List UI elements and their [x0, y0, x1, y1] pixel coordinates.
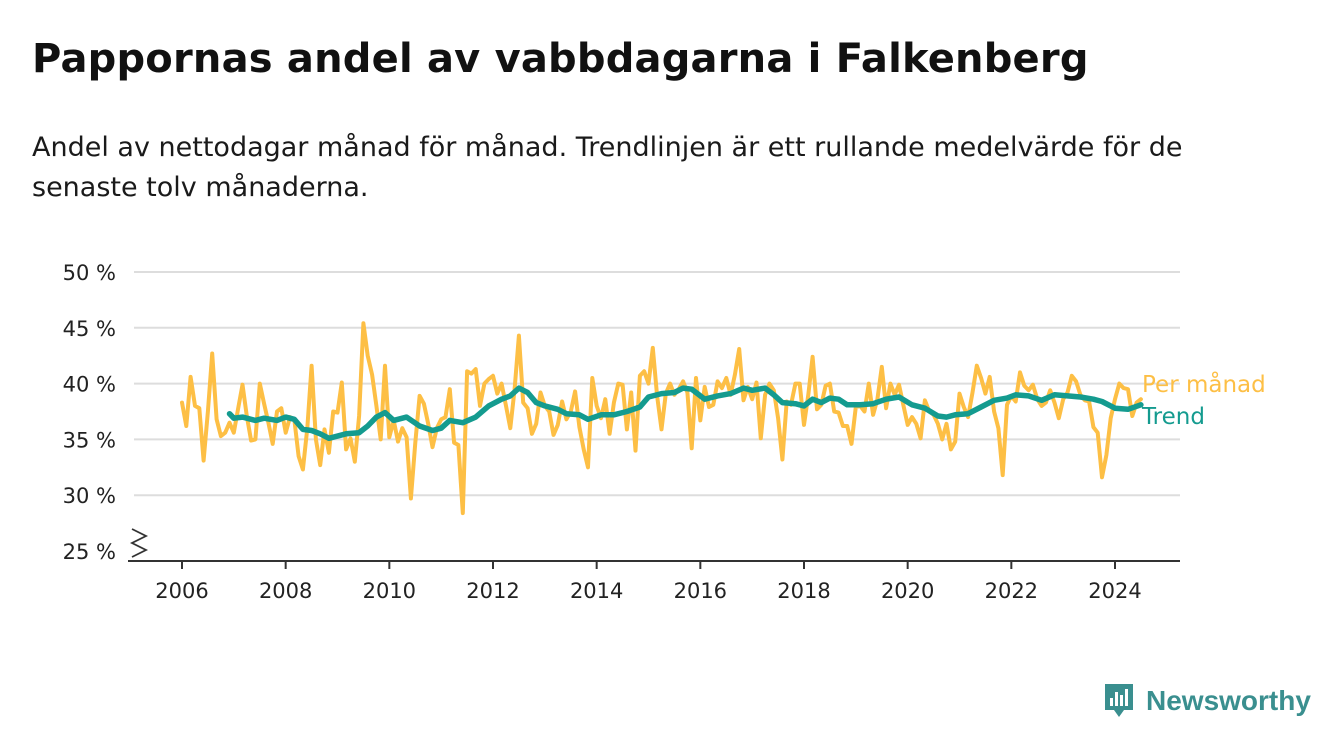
- newsworthy-logo-icon: [1105, 684, 1133, 717]
- y-tick-label: 30 %: [63, 484, 116, 508]
- x-tick-label: 2016: [674, 579, 727, 603]
- y-axis-break-icon: [129, 528, 149, 558]
- line-chart: 25 % 30 % 35 % 40 % 45 % 50 % 2006 2008 2010 201…: [63, 261, 1266, 603]
- chart-title: Pappornas andel av vabbdagarna i Falkenb…: [32, 36, 1089, 82]
- y-tick-label: 40 %: [63, 373, 116, 397]
- x-tick-label: 2024: [1088, 579, 1141, 603]
- x-tick-label: 2010: [363, 579, 416, 603]
- y-tick-label: 45 %: [63, 317, 116, 341]
- x-tick-label: 2012: [466, 579, 519, 603]
- gridlines: [134, 271, 1180, 497]
- series-line-per-manad: [180, 321, 1143, 516]
- x-tick-label: 2006: [155, 579, 208, 603]
- x-tick-label: 2022: [985, 579, 1038, 603]
- series-lines: [180, 321, 1144, 516]
- y-tick-label: 50 %: [63, 261, 116, 285]
- x-tick-label: 2020: [881, 579, 934, 603]
- chart-subtitle: Andel av nettodagar månad för månad. Tre…: [32, 132, 1183, 203]
- x-tick-label: 2008: [259, 579, 312, 603]
- x-axis: 2006 2008 2010 2012 2014 2016 2018 2020 2022 2024: [128, 560, 1180, 603]
- newsworthy-brand: Newsworthy: [1102, 682, 1311, 720]
- y-tick-label: 35 %: [63, 428, 116, 452]
- legend-label-per-manad: Per månad: [1142, 370, 1266, 398]
- x-tick-label: 2014: [570, 579, 623, 603]
- legend-label-trend: Trend: [1141, 404, 1205, 430]
- series-line-trend: [226, 385, 1144, 442]
- y-tick-label: 25 %: [63, 540, 116, 564]
- y-axis: 25 % 30 % 35 % 40 % 45 % 50 %: [63, 261, 149, 564]
- legend: Per månad Trend: [1141, 370, 1266, 430]
- brand-name: Newsworthy: [1146, 685, 1311, 716]
- x-tick-label: 2018: [777, 579, 830, 603]
